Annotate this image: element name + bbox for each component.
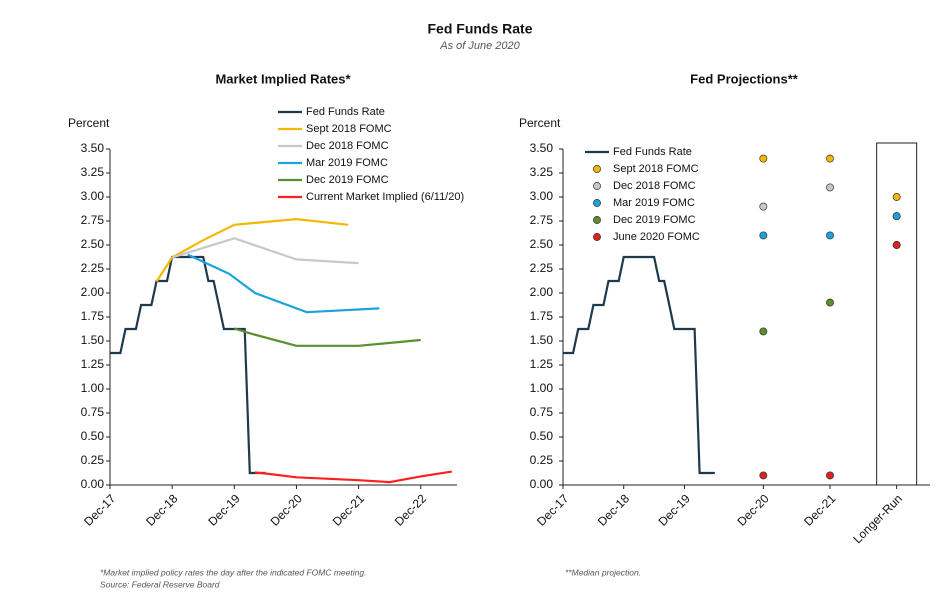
projection-dot bbox=[759, 202, 768, 211]
legend-label: Dec 2018 FOMC bbox=[306, 140, 389, 152]
y-tick-label: 3.25 bbox=[81, 165, 105, 179]
y-tick-label: 1.50 bbox=[530, 333, 554, 347]
y-tick-label: 2.25 bbox=[81, 261, 105, 275]
footnote: **Median projection. bbox=[565, 567, 641, 577]
x-tick-label: Dec-18 bbox=[595, 491, 632, 528]
y-tick-label: 0.00 bbox=[81, 477, 105, 491]
projection-dot bbox=[892, 212, 901, 221]
x-tick-label: Dec-21 bbox=[330, 491, 367, 528]
x-tick-label: Dec-17 bbox=[81, 491, 118, 528]
page-subtitle: As of June 2020 bbox=[439, 40, 520, 52]
legend-label: June 2020 FOMC bbox=[613, 231, 700, 243]
series-line bbox=[171, 237, 359, 265]
series-line bbox=[110, 255, 266, 475]
series-line bbox=[155, 217, 349, 283]
projection-dot bbox=[826, 154, 834, 163]
y-tick-label: 1.25 bbox=[530, 357, 554, 371]
y-tick-label: 2.25 bbox=[530, 261, 554, 275]
y-axis-label: Percent bbox=[519, 116, 561, 130]
chart-title: Market Implied Rates* bbox=[215, 71, 351, 86]
page-title: Fed Funds Rate bbox=[427, 21, 532, 37]
legend-swatch bbox=[593, 165, 601, 173]
y-tick-label: 2.75 bbox=[530, 213, 554, 227]
y-tick-label: 1.25 bbox=[81, 357, 105, 371]
legend-label: Dec 2019 FOMC bbox=[613, 214, 696, 226]
legend-label: Dec 2018 FOMC bbox=[613, 180, 696, 192]
footnote: *Market implied policy rates the day aft… bbox=[100, 567, 366, 577]
y-tick-label: 2.00 bbox=[81, 285, 105, 299]
x-tick-label: Dec-21 bbox=[801, 491, 838, 528]
y-tick-label: 2.50 bbox=[81, 237, 105, 251]
legend-swatch bbox=[593, 182, 601, 190]
legend-label: Current Market Implied (6/11/20) bbox=[306, 191, 464, 203]
chart-title: Fed Projections** bbox=[690, 71, 799, 86]
series-line bbox=[187, 253, 380, 314]
y-axis-label: Percent bbox=[68, 116, 110, 130]
legend-label: Mar 2019 FOMC bbox=[306, 157, 388, 169]
x-tick-label: Dec-19 bbox=[205, 491, 242, 528]
projection-dot bbox=[759, 471, 768, 480]
y-tick-label: 0.50 bbox=[81, 429, 105, 443]
y-tick-label: 0.75 bbox=[530, 405, 554, 419]
legend-label: Mar 2019 FOMC bbox=[613, 197, 695, 209]
y-tick-label: 2.00 bbox=[530, 285, 554, 299]
series-line bbox=[254, 470, 452, 484]
y-tick-label: 1.50 bbox=[81, 333, 105, 347]
y-tick-label: 3.50 bbox=[530, 141, 554, 155]
x-tick-label: Dec-20 bbox=[734, 491, 771, 528]
x-tick-label: Dec-17 bbox=[534, 491, 571, 528]
y-tick-label: 0.25 bbox=[530, 453, 554, 467]
projection-dot bbox=[759, 327, 768, 336]
y-tick-label: 0.50 bbox=[530, 429, 554, 443]
legend-swatch bbox=[593, 233, 601, 241]
y-tick-label: 2.75 bbox=[81, 213, 105, 227]
projection-dot bbox=[826, 183, 834, 192]
legend-label: Dec 2019 FOMC bbox=[306, 174, 389, 186]
series-line bbox=[233, 327, 421, 347]
y-tick-label: 1.00 bbox=[81, 381, 105, 395]
legend-label: Sept 2018 FOMC bbox=[306, 123, 392, 135]
y-tick-label: 1.75 bbox=[530, 309, 554, 323]
y-tick-label: 0.25 bbox=[81, 453, 105, 467]
category-box bbox=[876, 142, 918, 486]
legend-swatch bbox=[593, 199, 601, 207]
y-tick-label: 1.00 bbox=[530, 381, 554, 395]
projection-dot bbox=[759, 154, 768, 163]
x-tick-label: Dec-19 bbox=[656, 491, 693, 528]
legend-label: Sept 2018 FOMC bbox=[613, 163, 699, 175]
x-tick-label: Longer-Run bbox=[850, 491, 905, 546]
projection-dot bbox=[892, 193, 901, 201]
y-tick-label: 3.50 bbox=[81, 141, 105, 155]
legend-label: Fed Funds Rate bbox=[306, 106, 385, 118]
x-tick-label: Dec-20 bbox=[268, 491, 305, 528]
projection-dot bbox=[759, 231, 768, 240]
projection-dot bbox=[892, 241, 901, 249]
x-tick-label: Dec-22 bbox=[392, 491, 429, 528]
y-tick-label: 3.00 bbox=[81, 189, 105, 203]
legend-swatch bbox=[593, 216, 601, 224]
y-tick-label: 1.75 bbox=[81, 309, 105, 323]
series-line bbox=[563, 255, 715, 475]
projection-dot bbox=[826, 298, 834, 307]
projection-dot bbox=[826, 471, 834, 480]
projection-dot bbox=[826, 231, 834, 240]
y-tick-label: 3.25 bbox=[530, 165, 554, 179]
footnote: Source: Federal Reserve Board bbox=[100, 579, 220, 589]
y-tick-label: 0.00 bbox=[530, 477, 554, 491]
y-tick-label: 3.00 bbox=[530, 189, 554, 203]
y-tick-label: 2.50 bbox=[530, 237, 554, 251]
y-tick-label: 0.75 bbox=[81, 405, 105, 419]
legend-label: Fed Funds Rate bbox=[613, 146, 692, 158]
x-tick-label: Dec-18 bbox=[143, 491, 180, 528]
